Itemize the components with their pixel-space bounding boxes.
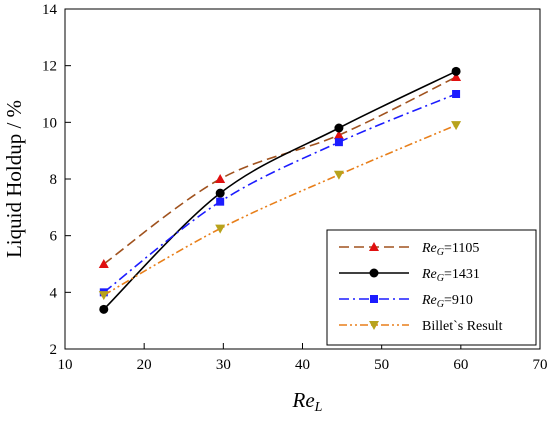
x-tick-label: 10 — [58, 357, 73, 373]
x-tick-label: 30 — [216, 357, 231, 373]
data-point-1-0 — [99, 304, 109, 314]
legend-marker-0 — [369, 242, 379, 251]
legend-marker-3 — [369, 321, 379, 330]
data-point-2-2 — [334, 138, 343, 147]
data-point-3-1 — [215, 224, 226, 234]
data-point-1-3 — [451, 66, 461, 76]
x-tick-label: 50 — [374, 357, 389, 373]
data-point-0-3 — [451, 72, 462, 81]
x-axis-title: ReL — [292, 388, 323, 415]
series-line-3 — [103, 124, 457, 296]
y-tick-label: 10 — [42, 115, 57, 131]
y-tick-label: 2 — [50, 342, 58, 358]
axes: 10 20 30 40 50 60 70 2 4 6 8 10 12 14 ReL Liquid Holdup… — [2, 2, 548, 415]
data-point-1-1 — [215, 188, 225, 198]
y-tick-label: 8 — [50, 172, 58, 188]
legend-label-3: Billet`s Result — [422, 319, 503, 334]
data-point-3-0 — [98, 291, 109, 301]
x-axis-title-main: Re — [292, 388, 315, 412]
data-point-2-1 — [216, 197, 225, 206]
plot-area — [98, 66, 462, 314]
data-point-3-2 — [333, 170, 344, 180]
data-point-0-0 — [98, 259, 109, 268]
legend-label-2: ReG=910 — [421, 293, 473, 310]
x-tick-label: 40 — [295, 357, 310, 373]
data-point-2-3 — [452, 90, 461, 98]
data-point-0-2 — [333, 130, 344, 140]
legend-label-0: ReG=1105 — [421, 241, 479, 258]
legend-box — [326, 229, 537, 346]
data-point-3-3 — [451, 121, 462, 131]
x-tick-label: 60 — [453, 357, 468, 373]
y-tick-label: 14 — [42, 2, 58, 18]
x-tick-label: 70 — [533, 357, 548, 373]
legend-marker-1 — [369, 268, 379, 278]
legend: ReG=1105 ReG=1431 ReG=910 Billet`s Result — [326, 229, 537, 346]
series-line-0 — [103, 76, 457, 265]
y-tick-label: 6 — [50, 229, 58, 245]
data-point-1-2 — [334, 123, 344, 133]
legend-marker-2 — [370, 295, 378, 303]
x-tick-label: 20 — [137, 357, 152, 373]
legend-label-1: ReG=1431 — [421, 267, 480, 284]
y-axis-title: Liquid Holdup / % — [2, 100, 26, 258]
y-tick-label: 12 — [42, 59, 57, 75]
x-axis-title-sub: L — [314, 400, 323, 415]
series-line-2 — [103, 93, 457, 293]
data-point-0-1 — [215, 174, 226, 183]
y-tick-label: 4 — [50, 285, 58, 301]
series-line-1 — [103, 70, 457, 310]
